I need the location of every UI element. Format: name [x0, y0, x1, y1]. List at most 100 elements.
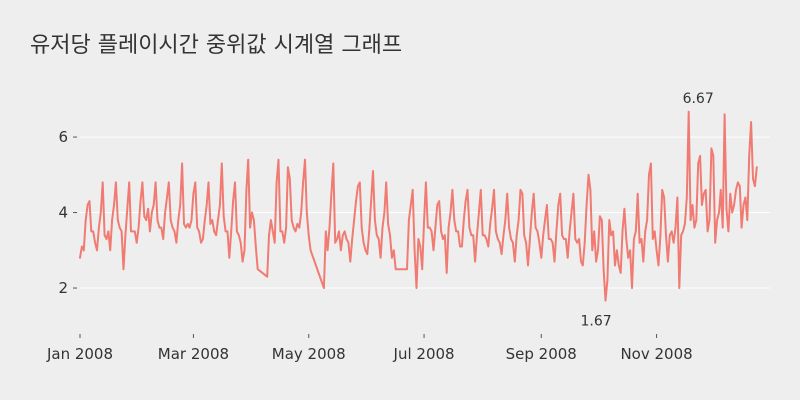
data-point [169, 219, 172, 222]
axes: 2 4 6 Jan 2008 Mar 2008 May 2008 Jul 2008 Sep 2… [46, 128, 693, 363]
data-point [115, 181, 117, 184]
data-point [239, 241, 242, 244]
data-point [474, 260, 476, 263]
data-point [498, 241, 501, 244]
data-point [538, 241, 541, 244]
data-point [349, 260, 352, 263]
data-point [457, 230, 459, 233]
data-point [502, 234, 505, 237]
data-point [234, 181, 236, 184]
data-point [137, 226, 140, 229]
data-point [171, 226, 174, 229]
data-point [608, 219, 611, 222]
data-point [572, 192, 575, 195]
data-point [374, 219, 376, 222]
data-point [644, 230, 647, 233]
data-point [345, 238, 348, 240]
data-point [593, 230, 596, 233]
data-point [167, 181, 170, 184]
data-point [731, 211, 734, 214]
data-point [513, 260, 516, 263]
data-point [750, 121, 752, 123]
data-point [670, 230, 673, 233]
data-point [243, 249, 246, 252]
data-point [94, 241, 96, 244]
data-point [156, 219, 159, 222]
data-point [744, 196, 747, 199]
data-point [468, 226, 471, 229]
data-point [651, 238, 654, 240]
data-point [691, 204, 694, 206]
data-point [351, 238, 354, 240]
data-point [451, 189, 454, 191]
data-point [307, 234, 310, 237]
x-tick-label: Nov 2008 [620, 345, 692, 363]
data-point [578, 238, 580, 240]
data-point [360, 226, 363, 229]
data-point [175, 241, 178, 244]
data-point [409, 204, 412, 206]
data-point [440, 230, 442, 233]
data-point [408, 219, 410, 222]
data-point [646, 219, 648, 222]
data-point [304, 158, 306, 161]
data-point [203, 219, 206, 222]
data-point [328, 226, 331, 229]
x-tick-label: Sep 2008 [506, 345, 577, 363]
data-point [81, 245, 83, 248]
data-point [478, 211, 480, 214]
data-point [496, 238, 499, 240]
data-point [481, 234, 484, 237]
data-point [379, 256, 382, 259]
data-point [600, 219, 603, 222]
data-point [340, 249, 342, 252]
data-point [489, 223, 492, 225]
data-point [636, 192, 639, 195]
data-point [506, 192, 509, 195]
data-point [616, 249, 618, 252]
data-point [583, 241, 586, 244]
data-point [353, 219, 355, 222]
data-point [421, 268, 424, 271]
annotations: 6.67 1.67 [580, 91, 713, 330]
data-point [90, 230, 93, 233]
data-point [336, 238, 338, 240]
data-point [752, 177, 754, 180]
data-point [355, 200, 357, 203]
data-point [640, 238, 643, 240]
data-point [659, 234, 662, 237]
data-point [684, 223, 686, 225]
data-point [663, 196, 665, 199]
data-point [185, 226, 187, 229]
data-point [162, 238, 165, 240]
data-point [580, 260, 582, 263]
data-point [621, 230, 624, 233]
y-tick-label: 4 [58, 204, 68, 222]
data-point [553, 260, 556, 263]
data-point [268, 234, 270, 237]
data-point [476, 234, 478, 237]
data-point [602, 268, 605, 271]
data-point [735, 189, 737, 191]
data-point [697, 162, 700, 165]
data-point [249, 226, 252, 229]
data-point [719, 189, 722, 191]
y-tick-label: 6 [58, 128, 68, 146]
data-point [145, 219, 148, 222]
data-point [236, 230, 238, 233]
data-point [510, 238, 512, 240]
data-point [292, 226, 295, 229]
data-point [559, 192, 562, 195]
data-point [425, 181, 427, 184]
data-point [332, 162, 335, 165]
data-point [245, 189, 248, 191]
data-point [610, 234, 613, 237]
data-point [135, 241, 138, 244]
data-point [495, 230, 497, 233]
data-point [423, 219, 425, 222]
data-point [105, 238, 108, 240]
data-point [343, 230, 346, 233]
data-point [270, 219, 272, 222]
x-tick-label: Mar 2008 [158, 345, 229, 363]
